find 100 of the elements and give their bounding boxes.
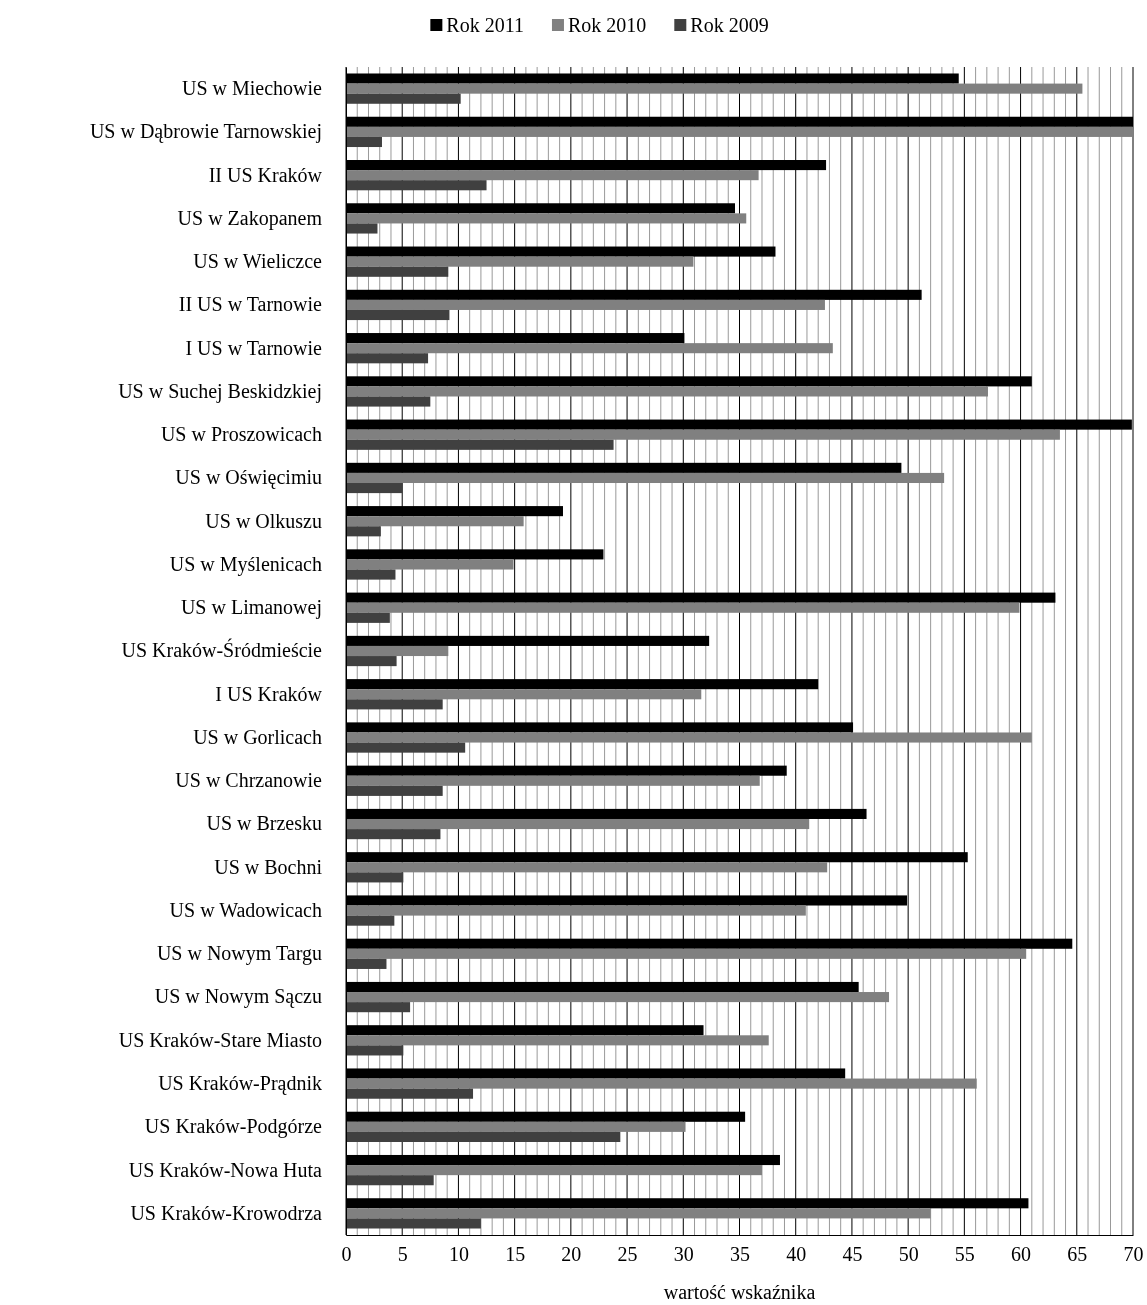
bar [346,958,387,969]
bar [346,1045,404,1056]
y-tick-label: US w Gorlicach [193,725,322,748]
bar [346,136,382,148]
bar [346,213,747,224]
bar [346,1208,931,1219]
legend-label: Rok 2010 [567,14,647,36]
y-tick-label: US w Suchej Beskidzkiej [118,379,322,403]
bar [346,602,1020,613]
bar [346,266,449,277]
x-axis-title: wartość wskaźnika [663,1281,816,1303]
x-tick-label: 50 [898,1243,919,1266]
y-tick-label: US w Proszowicach [160,423,322,446]
bar [346,1165,762,1176]
bar [346,612,390,623]
legend-label: Rok 2011 [446,14,524,36]
bar [346,299,825,310]
bar [346,396,431,407]
y-tick-label: US w Wieliczce [193,250,323,273]
bar [346,439,614,450]
y-tick-label: I US w Tarnowie [185,336,323,359]
bar [346,429,1060,440]
bar [346,472,945,484]
x-tick-label: 10 [448,1243,469,1266]
y-tick-label: US w Olkuszu [205,509,322,532]
bar [346,915,395,926]
y-tick-label: II US w Tarnowie [178,293,323,316]
y-tick-label: US Kraków-Podgórze [144,1115,323,1139]
bar [346,343,833,354]
bar [346,992,890,1003]
y-tick-label: US Kraków-Krowodrza [130,1201,323,1224]
bar [346,223,378,234]
bar [346,1175,434,1186]
bar [346,559,514,570]
y-tick-label: II US Kraków [208,163,323,186]
x-tick-label: 15 [505,1243,526,1266]
bar [346,775,760,786]
bar [346,386,988,397]
y-tick-label: US Kraków-Śródmieście [121,638,323,662]
bar [346,1002,411,1013]
y-tick-label: US w Wadowicach [169,898,322,921]
bar [346,785,443,796]
bar [346,126,1133,137]
bar [346,1131,621,1142]
bar [346,1035,769,1046]
bar [346,645,449,657]
y-tick-label: US w Dąbrowie Tarnowskiej [89,120,322,144]
x-tick-label: 5 [397,1243,408,1266]
bar [346,170,759,181]
bar [346,1121,686,1132]
y-tick-label: US Kraków-Stare Miasto [118,1028,322,1051]
y-tick-label: US Kraków-Nowa Huta [128,1158,323,1181]
bar [346,93,461,104]
x-tick-label: 30 [673,1243,694,1266]
bar [346,83,1083,94]
y-tick-label: US w Limanowej [180,596,322,620]
bar [346,872,404,883]
bar [346,180,487,191]
bar [346,862,828,873]
bar [346,1088,474,1099]
x-tick-label: 60 [1011,1243,1032,1266]
bar [346,1078,977,1089]
bar [346,948,1027,959]
y-tick-label: US w Nowym Sączu [154,985,322,1009]
y-tick-label: US w Zakopanem [177,206,323,230]
bar [346,526,381,537]
y-tick-label: US w Nowym Targu [156,942,322,966]
y-tick-label: US w Miechowie [182,77,323,100]
bar [346,905,806,916]
x-tick-label: 55 [954,1243,975,1266]
y-tick-label: US w Bochni [214,855,323,878]
bar [346,309,450,321]
x-tick-label: 20 [561,1243,582,1266]
y-tick-label: US w Myślenicach [169,552,322,576]
x-tick-label: 65 [1067,1243,1088,1266]
bar [346,829,441,840]
bar [346,699,443,710]
bar [346,256,694,267]
bar [346,1218,481,1229]
bar [346,689,702,700]
bar [346,516,524,527]
x-tick-label: 0 [341,1243,352,1266]
bar [346,569,396,580]
bar [346,818,810,830]
x-tick-label: 35 [730,1243,750,1266]
x-tick-label: 25 [617,1243,638,1266]
bar [346,483,403,494]
bar [346,742,466,753]
bar [346,353,429,364]
y-tick-label: I US Kraków [215,682,323,705]
x-tick-label: 70 [1123,1243,1144,1266]
y-tick-label: US w Chrzanowie [175,769,323,792]
x-tick-label: 45 [842,1243,863,1266]
x-tick-label: 40 [786,1243,807,1266]
legend-label: Rok 2009 [690,14,769,36]
bar [346,656,397,667]
bar [346,732,1032,743]
y-tick-label: US w Brzesku [206,812,322,835]
y-tick-label: US Kraków-Prądnik [158,1071,322,1095]
y-tick-label: US w Oświęcimiu [175,466,322,490]
